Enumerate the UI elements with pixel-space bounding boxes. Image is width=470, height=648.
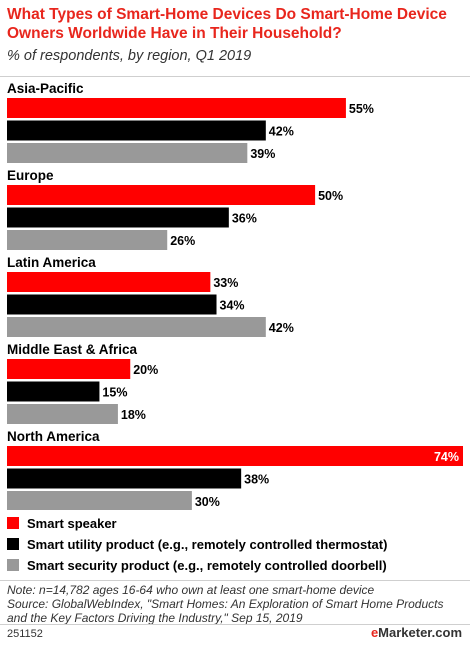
top-divider	[0, 76, 470, 77]
value-label-middle-east-africa-speaker: 20%	[133, 363, 158, 377]
legend-item-smart-speaker: Smart speaker	[7, 515, 117, 531]
bar-north-america-utility	[7, 468, 242, 489]
bar-asia-pacific-security	[7, 143, 248, 163]
chart-note: Note: n=14,782 ages 16-64 who own at lea…	[7, 583, 465, 625]
region-label-middle-east-africa: Middle East & Africa	[7, 342, 138, 357]
value-label-asia-pacific-utility: 42%	[269, 125, 294, 139]
value-label-north-america-security: 30%	[195, 495, 220, 509]
bar-middle-east-africa-utility	[7, 381, 100, 402]
bar-latin-america-speaker	[7, 272, 211, 292]
bar-europe-speaker	[7, 185, 316, 205]
bar-asia-pacific-utility	[7, 120, 266, 141]
value-label-middle-east-africa-utility: 15%	[102, 386, 127, 400]
legend-item-smart-security: Smart security product (e.g., remotely c…	[7, 557, 387, 573]
legend-label-speaker: Smart speaker	[27, 515, 117, 531]
bar-europe-security	[7, 230, 168, 250]
value-label-europe-speaker: 50%	[318, 189, 343, 203]
note-text: Note: n=14,782 ages 16-64 who own at lea…	[7, 583, 375, 597]
legend-item-smart-utility: Smart utility product (e.g., remotely co…	[7, 536, 388, 552]
bar-middle-east-africa-security	[7, 404, 118, 424]
bottom-divider	[0, 580, 470, 581]
emarketer-logo: eMarketer.com	[371, 625, 462, 640]
bar-north-america-speaker	[7, 446, 463, 466]
region-label-latin-america: Latin America	[7, 255, 96, 270]
logo-e: e	[370, 625, 379, 640]
source-text: Source: GlobalWebIndex, "Smart Homes: An…	[7, 597, 444, 625]
legend-swatch-speaker	[7, 517, 19, 529]
value-label-north-america-speaker: 74%	[434, 450, 459, 464]
bar-europe-utility	[7, 207, 229, 228]
bar-latin-america-security	[7, 317, 266, 337]
logo-suffix: .com	[431, 625, 462, 640]
chart-subtitle: % of respondents, by region, Q1 2019	[7, 48, 252, 64]
value-label-europe-security: 26%	[170, 234, 195, 248]
region-label-north-america: North America	[7, 429, 100, 444]
legend-label-security: Smart security product (e.g., remotely c…	[27, 557, 387, 573]
bar-chart: Asia-Pacific 55% 42% 39% Europe 50% 36% 26% Lati…	[7, 81, 463, 510]
legend-label-utility: Smart utility product (e.g., remotely co…	[27, 536, 388, 552]
legend-swatch-utility	[7, 538, 19, 550]
chart-title: What Types of Smart-Home Devices Do Smar…	[7, 6, 447, 42]
region-label-asia-pacific: Asia-Pacific	[7, 81, 84, 96]
footer-divider	[0, 624, 470, 625]
value-label-latin-america-speaker: 33%	[213, 276, 238, 290]
bar-north-america-security	[7, 491, 192, 510]
value-label-middle-east-africa-security: 18%	[121, 408, 146, 422]
value-label-europe-utility: 36%	[232, 212, 257, 226]
value-label-asia-pacific-speaker: 55%	[349, 102, 374, 116]
bar-asia-pacific-speaker	[7, 98, 346, 118]
chart-id: 251152	[7, 628, 43, 640]
legend-swatch-security	[7, 559, 19, 571]
value-label-north-america-utility: 38%	[244, 473, 269, 487]
region-label-europe: Europe	[7, 168, 54, 183]
value-label-latin-america-utility: 34%	[220, 299, 245, 313]
value-label-latin-america-security: 42%	[269, 321, 294, 335]
logo-marketer: Marketer	[378, 625, 432, 640]
bar-middle-east-africa-speaker	[7, 359, 131, 379]
bar-latin-america-utility	[7, 294, 217, 315]
value-label-asia-pacific-security: 39%	[250, 147, 275, 161]
